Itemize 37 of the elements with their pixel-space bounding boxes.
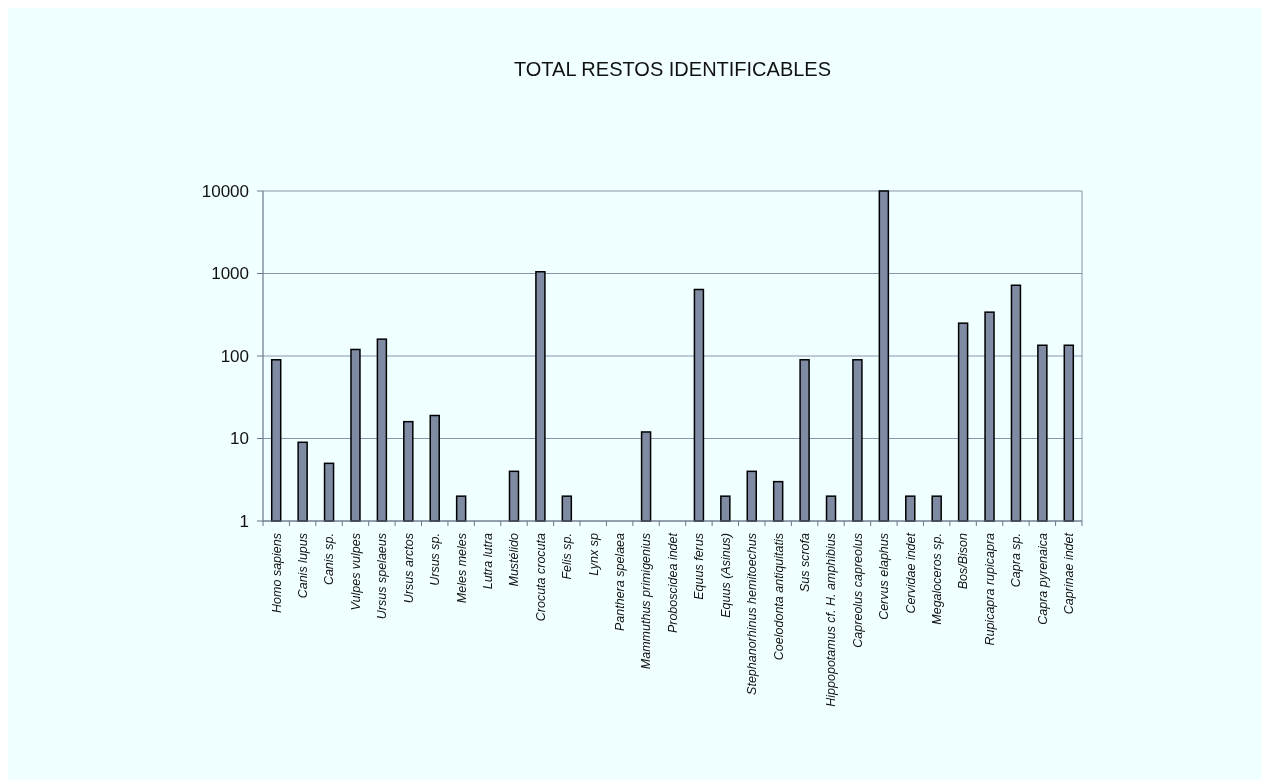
x-tick-label: Lutra lutra — [480, 532, 495, 590]
x-tick-label: Cervidae indet — [903, 532, 918, 614]
x-tick-label: Hippopotamus cf. H. amphibius — [824, 533, 839, 707]
x-tick-label: Ursus spelaeus — [375, 533, 390, 620]
x-tick-label: Ursus arctos — [401, 533, 416, 604]
y-tick-label: 10000 — [201, 181, 249, 201]
x-tick-label: Felis sp. — [560, 533, 575, 580]
x-tick-label: Capreolus capreolus — [850, 533, 865, 648]
x-tick-label: Homo sapiens — [269, 533, 284, 613]
x-tick-label: Mustélido — [507, 532, 522, 587]
y-tick-label: 10 — [230, 429, 249, 449]
x-tick-label: Canis sp. — [322, 533, 337, 586]
x-tick-label: Proboscidea indet — [665, 532, 680, 634]
x-tick-label: Panthera spelaea — [613, 532, 628, 631]
x-tick-label: Rupicapra rupicapra — [982, 532, 997, 646]
x-tick-label: Mammuthus primigenius — [639, 533, 654, 670]
x-tick-label: Meles meles — [454, 533, 469, 604]
x-tick-label: Crocuta crocuta — [533, 532, 548, 622]
x-tick-label: Caprinae indet — [1062, 532, 1077, 615]
y-tick-label: 100 — [220, 346, 249, 366]
x-tick-label: Capra pyrenaica — [1035, 532, 1050, 625]
x-tick-label: Megaloceros sp. — [930, 533, 945, 625]
x-tick-label: Sus scrofa — [797, 532, 812, 593]
x-tick-label: Coelodonta antiquitatis — [771, 533, 786, 661]
x-tick-label: Stephanorhinus hemitoechus — [745, 533, 760, 695]
x-tick-label: Canis lupus — [296, 533, 310, 599]
y-tick-label: 1 — [239, 511, 249, 531]
y-tick-label: 1000 — [211, 264, 249, 284]
x-tick-label: Lynx sp — [586, 532, 601, 576]
x-tick-label: Equus ferus — [692, 533, 707, 600]
x-tick-label: Ursus sp. — [428, 533, 443, 586]
x-tick-label: Cervus elaphus — [877, 533, 892, 620]
x-tick-label: Bos/Bison — [956, 532, 971, 590]
x-tick-label: Vulpes vulpes — [348, 533, 363, 611]
x-tick-label: Capra sp. — [1009, 533, 1024, 588]
x-tick-label: Equus (Asinus) — [718, 533, 733, 618]
chart-title: TOTAL RESTOS IDENTIFICABLES — [513, 58, 832, 80]
